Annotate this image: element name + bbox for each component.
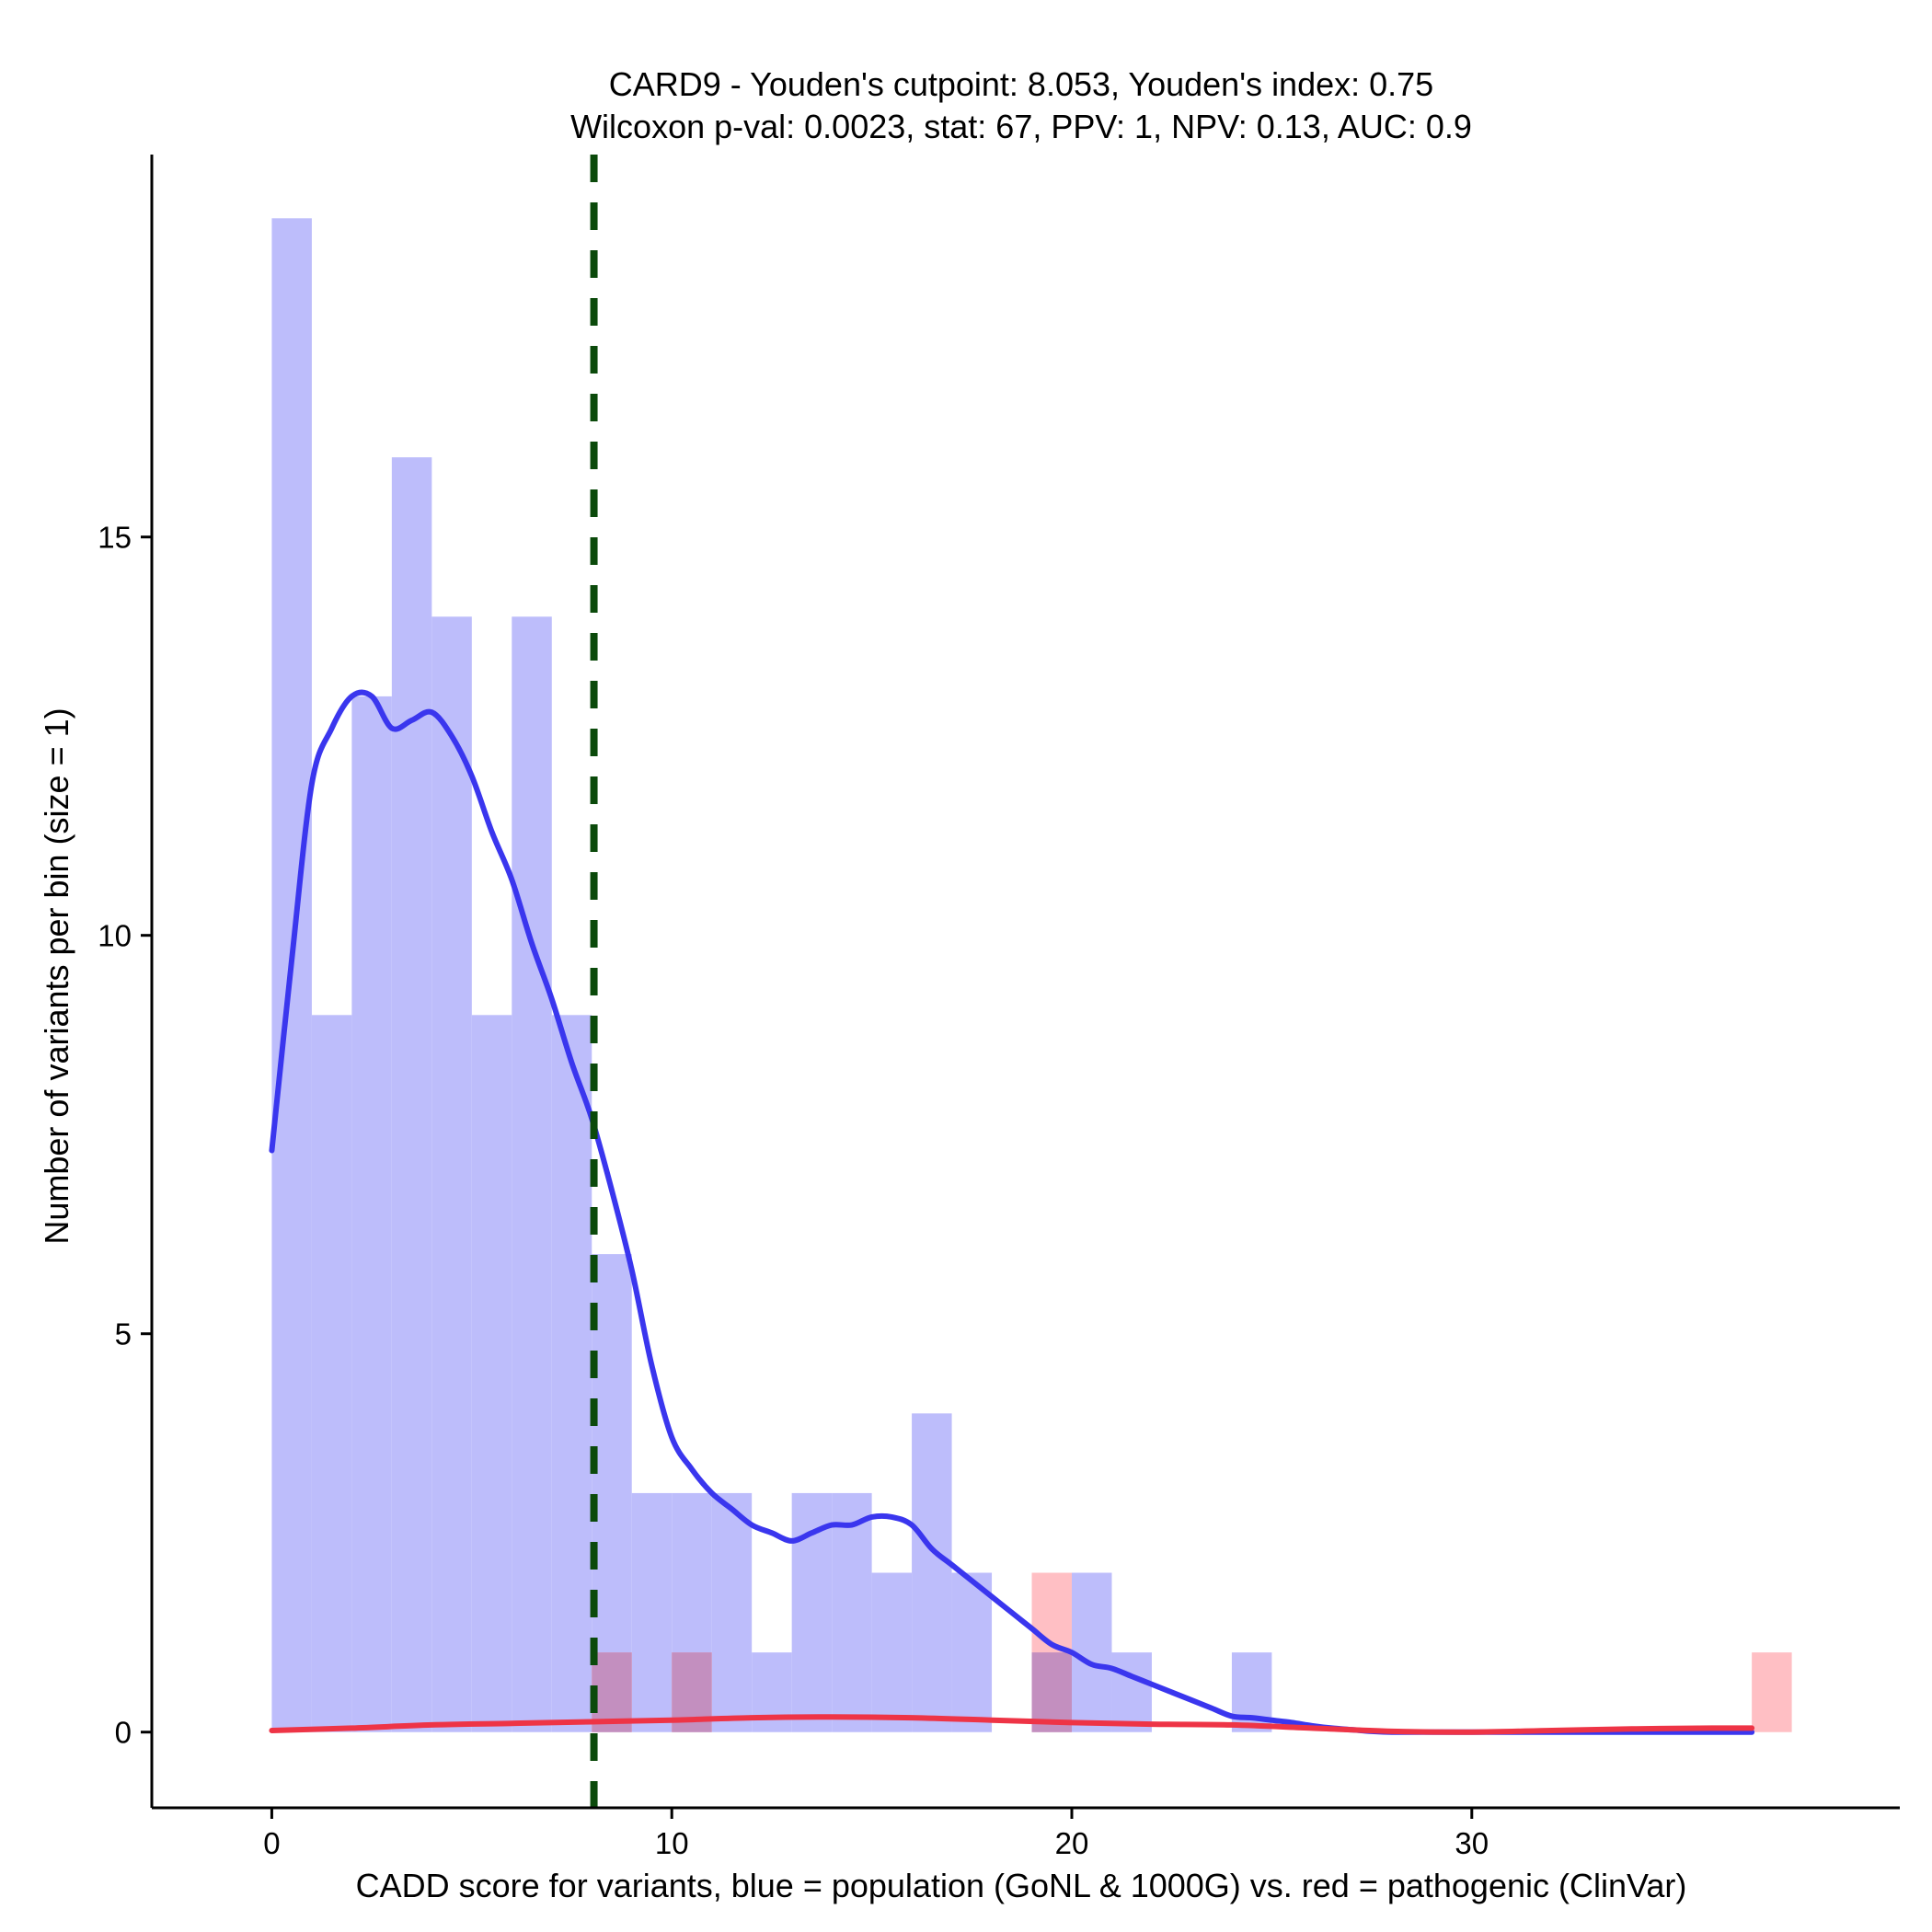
- population-bar: [471, 1015, 512, 1732]
- population-bar: [912, 1413, 952, 1732]
- population-bar: [1111, 1652, 1152, 1732]
- population-bar: [431, 616, 472, 1732]
- population-bar: [351, 696, 392, 1732]
- density-curves: [269, 689, 1755, 1735]
- x-tick-label: 0: [263, 1826, 280, 1860]
- chart-title: CARD9 - Youden's cutpoint: 8.053, Youden…: [609, 65, 1433, 103]
- y-tick-label: 15: [98, 521, 132, 555]
- population-bar: [631, 1492, 673, 1732]
- x-tick-label: 20: [1055, 1826, 1089, 1860]
- population-bar: [871, 1572, 913, 1732]
- x-axis-label: CADD score for variants, blue = populati…: [356, 1867, 1687, 1904]
- chart-subtitle: Wilcoxon p-val: 0.0023, stat: 67, PPV: 1…: [570, 108, 1472, 145]
- population-bar: [832, 1492, 872, 1732]
- population-bar: [311, 1015, 352, 1732]
- y-tick-label: 5: [115, 1317, 132, 1351]
- axes: 0 5 10 15 0 10 20 30: [98, 155, 1900, 1860]
- y-tick-label: 0: [115, 1716, 132, 1750]
- y-tick-label: 10: [98, 919, 132, 953]
- population-bar: [512, 616, 552, 1732]
- population-bar: [711, 1492, 753, 1732]
- population-bar: [391, 457, 432, 1732]
- population-bar: [951, 1572, 993, 1732]
- y-axis-label: Number of variants per bin (size = 1): [38, 707, 75, 1244]
- pathogenic-bar: [1752, 1652, 1792, 1732]
- x-tick-label: 30: [1455, 1826, 1489, 1860]
- population-bar: [551, 1015, 592, 1732]
- population-bar: [1072, 1572, 1112, 1732]
- pathogenic-density-line: [269, 1714, 1755, 1735]
- histogram-bars: [271, 218, 1792, 1732]
- x-tick-label: 10: [655, 1826, 689, 1860]
